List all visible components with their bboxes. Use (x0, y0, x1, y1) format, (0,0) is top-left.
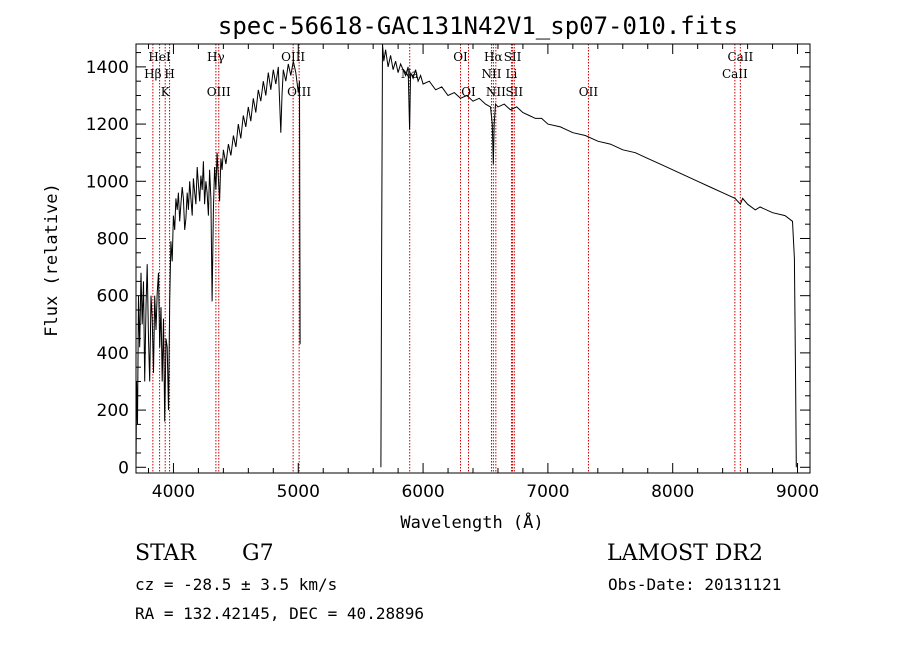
spectral-line-label: CaII (722, 67, 748, 81)
x-tick-label: 7000 (526, 482, 569, 502)
y-axis-label: Flux (relative) (42, 183, 62, 337)
x-tick-label: 8000 (651, 482, 694, 502)
y-tick-label: 200 (97, 401, 129, 421)
y-tick-label: 0 (118, 458, 129, 478)
spectrum-line (135, 43, 797, 468)
object-subclass: G7 (242, 541, 274, 566)
y-tick-label: 400 (97, 344, 129, 364)
spectral-line-label: Hγ (207, 50, 225, 64)
object-class: STAR (135, 541, 197, 566)
x-tick-label: 9000 (776, 482, 819, 502)
spectral-line-label: K (161, 85, 171, 99)
spectral-line-label: OI (453, 50, 468, 64)
x-axis: 4000 5000 6000 7000 8000 9000 (147, 44, 819, 502)
x-tick-label: 6000 (401, 482, 444, 502)
spectral-line-label: OIII (281, 50, 305, 64)
spectral-line-label: OI (461, 85, 476, 99)
y-tick-label: 1200 (86, 115, 129, 135)
spectral-line-label: Hα (484, 50, 503, 64)
y-tick-label: 1000 (86, 172, 129, 192)
spectral-line-label: SII (504, 50, 522, 64)
spectral-line-markers (152, 44, 741, 473)
spectral-line-label: CaII (727, 50, 753, 64)
coordinates-text: RA = 132.42145, DEC = 40.28896 (135, 604, 424, 623)
chart-title: spec-56618-GAC131N42V1_sp07-010.fits (218, 12, 738, 40)
x-tick-label: 4000 (152, 482, 195, 502)
survey-name: LAMOST DR2 (607, 541, 763, 566)
spectral-line-label: NII (481, 67, 501, 81)
spectral-line-label: Na (401, 67, 419, 81)
spectral-line-labels: HβHeIKHHγOIIIOIIIOIIINaOIOIHαNIINIILiSII… (144, 50, 753, 99)
spectral-line-label: NII (486, 85, 506, 99)
x-axis-label: Wavelength (Å) (400, 511, 543, 533)
y-tick-label: 800 (97, 229, 129, 249)
plot-frame (135, 43, 811, 474)
spectral-line-label: H (164, 67, 174, 81)
obs-date-text: Obs-Date: 20131121 (608, 575, 781, 594)
y-tick-label: 1400 (86, 58, 129, 78)
spectral-line-label: HeI (148, 50, 171, 64)
y-axis: 0 200 400 600 800 1000 1200 1400 (86, 52, 810, 478)
y-tick-label: 600 (97, 287, 129, 307)
spectral-line-label: OII (579, 85, 599, 99)
x-tick-label: 5000 (277, 482, 320, 502)
spectral-line-label: OIII (207, 85, 231, 99)
redshift-text: cz = -28.5 ± 3.5 km/s (135, 575, 337, 594)
spectral-line-label: Li (506, 67, 518, 81)
spectral-line-label: SII (505, 85, 523, 99)
spectral-line-label: Hβ (144, 67, 161, 81)
